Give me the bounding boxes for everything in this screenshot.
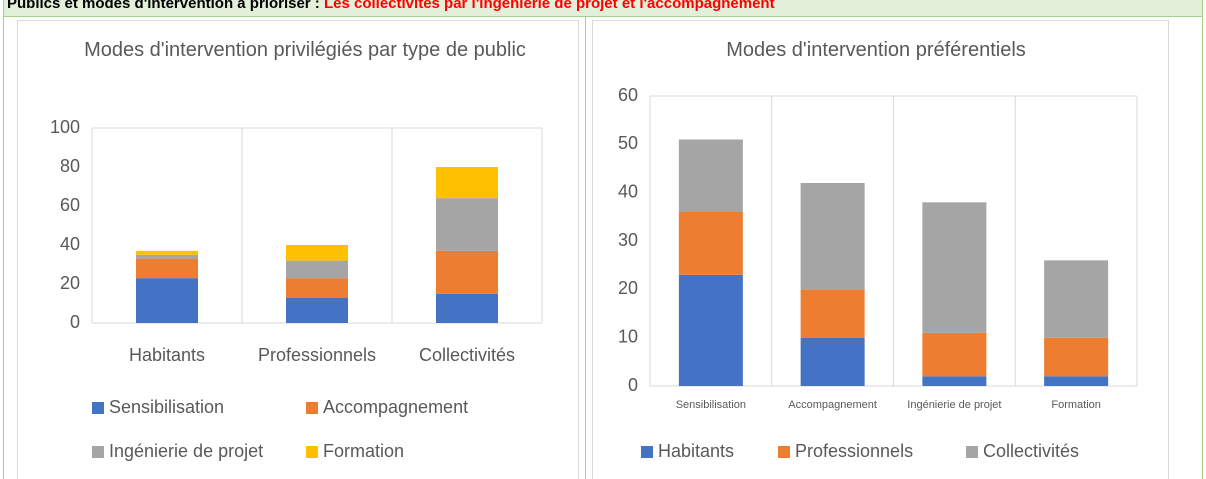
- x-tick-label: Ingénierie de projet: [907, 399, 1001, 411]
- legend-label: Professionnels: [795, 441, 913, 461]
- chart-frame: [17, 20, 579, 479]
- bar-segment: [800, 337, 865, 386]
- legend-swatch: [92, 446, 104, 458]
- x-tick-label: Habitants: [129, 345, 205, 365]
- bar-segment: [436, 167, 498, 199]
- bar-segment: [800, 183, 865, 290]
- bar-segment: [1044, 260, 1109, 338]
- header-highlight: Les collectivités par l'ingénierie de pr…: [323, 0, 775, 12]
- y-tick-label: 0: [628, 375, 638, 395]
- legend-label: Habitants: [658, 441, 734, 461]
- y-tick-label: 30: [618, 230, 638, 250]
- chart-title: Modes d'intervention préférentiels: [726, 39, 1026, 61]
- bar-segment: [136, 250, 198, 255]
- bar-segment: [136, 258, 198, 279]
- legend-swatch: [966, 446, 978, 458]
- legend-swatch: [306, 402, 318, 414]
- y-tick-label: 40: [618, 181, 638, 201]
- legend-swatch: [306, 446, 318, 458]
- bar-segment: [1044, 337, 1109, 377]
- bar-segment: [922, 376, 987, 386]
- legend-label: Formation: [323, 441, 404, 461]
- y-tick-label: 10: [618, 326, 638, 346]
- bar-segment: [286, 260, 348, 279]
- bar-segment: [922, 202, 987, 333]
- bar-segment: [678, 139, 743, 212]
- legend-label: Accompagnement: [323, 397, 468, 417]
- y-tick-label: 20: [60, 273, 80, 293]
- y-tick-label: 100: [50, 117, 80, 137]
- legend-swatch: [92, 402, 104, 414]
- bar-segment: [678, 274, 743, 386]
- legend-label: Collectivités: [983, 441, 1079, 461]
- y-tick-label: 50: [618, 133, 638, 153]
- bar-segment: [800, 289, 865, 338]
- bar-segment: [136, 278, 198, 323]
- legend-label: Sensibilisation: [109, 397, 224, 417]
- bar-segment: [678, 212, 743, 275]
- header-title: Publics et modes d'intervention à priori…: [7, 0, 320, 12]
- x-tick-label: Collectivités: [419, 345, 515, 365]
- bar-segment: [436, 198, 498, 251]
- bar-segment: [436, 293, 498, 323]
- bar-segment: [286, 297, 348, 323]
- y-tick-label: 80: [60, 156, 80, 176]
- x-tick-label: Sensibilisation: [676, 399, 746, 411]
- bar-segment: [1044, 376, 1109, 386]
- x-tick-label: Formation: [1051, 399, 1101, 411]
- legend-swatch: [641, 446, 653, 458]
- y-tick-label: 0: [70, 312, 80, 332]
- y-tick-label: 60: [60, 195, 80, 215]
- y-tick-label: 40: [60, 234, 80, 254]
- chart-title: Modes d'intervention privilégiés par typ…: [84, 39, 526, 61]
- bar-segment: [922, 332, 987, 377]
- bar-segment: [286, 245, 348, 261]
- legend-label: Ingénierie de projet: [109, 441, 263, 461]
- x-tick-label: Professionnels: [258, 345, 376, 365]
- y-tick-label: 20: [618, 278, 638, 298]
- bar-segment: [136, 254, 198, 259]
- y-tick-label: 60: [618, 85, 638, 105]
- bar-segment: [436, 250, 498, 294]
- x-tick-label: Accompagnement: [788, 399, 877, 411]
- chart-frame: [592, 20, 1169, 479]
- bar-segment: [286, 278, 348, 298]
- header: Publics et modes d'intervention à priori…: [3, 0, 1203, 17]
- legend-swatch: [778, 446, 790, 458]
